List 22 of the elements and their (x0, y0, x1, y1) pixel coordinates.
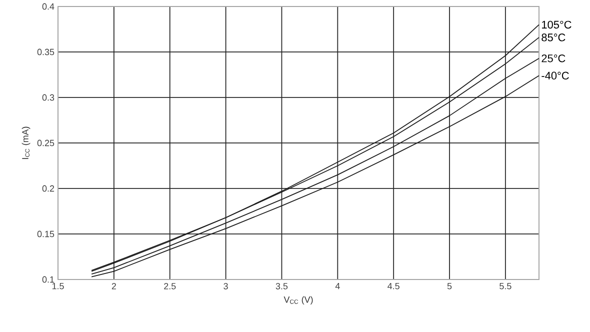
y-axis-title: I$_{CC}$ (mA) (22, 126, 30, 159)
x-tick-label: 4 (335, 282, 340, 289)
y-tick-label: 0.3 (42, 94, 54, 100)
y-tick-label: 0.25 (37, 140, 54, 146)
series-label: 105°C (542, 20, 572, 28)
series-label: -40°C (542, 72, 569, 80)
y-tick-label: 0.15 (37, 230, 54, 237)
x-tick-label: 5 (447, 282, 452, 290)
x-tick-label: 2.5 (164, 282, 176, 290)
y-tick-label: 0.2 (42, 185, 54, 192)
x-tick-label: 4.5 (388, 282, 400, 290)
y-tick-label: 0.1 (42, 276, 54, 282)
series-label: 25°C (542, 54, 566, 62)
y-tick-label: 0.35 (37, 48, 54, 55)
x-axis-title: V$_{CC}$ (V) (284, 296, 313, 304)
series-label: 85°C (542, 33, 566, 42)
x-tick-label: 3.5 (276, 282, 288, 290)
x-tick-label: 1.5 (52, 282, 64, 290)
x-tick-label: 5.5 (500, 282, 512, 290)
x-tick-label: 2 (112, 282, 116, 290)
y-tick-label: 0.4 (42, 3, 54, 10)
x-tick-label: 3 (224, 282, 228, 290)
